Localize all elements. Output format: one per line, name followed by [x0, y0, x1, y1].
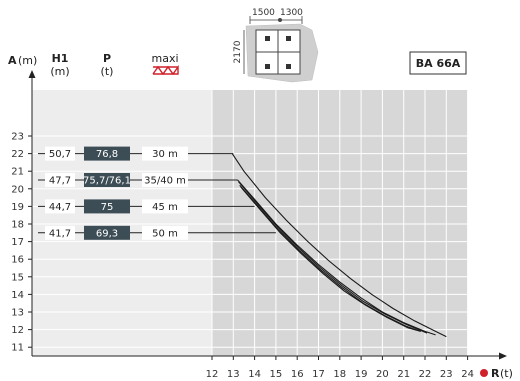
y-tick-19: 19 — [11, 202, 24, 213]
p-unit: (t) — [101, 65, 114, 78]
y-tick-21: 21 — [11, 167, 24, 178]
panel-left-background — [32, 90, 212, 356]
x-tick-13: 13 — [227, 369, 240, 380]
y-tick-15: 15 — [11, 272, 24, 283]
maxi-header: maxi — [151, 52, 178, 65]
x-tick-14: 14 — [248, 369, 261, 380]
p-value: 76,8 — [96, 149, 118, 160]
h1-box — [45, 199, 75, 214]
load-curve-2 — [237, 179, 436, 336]
dim-2170: 2170 — [233, 40, 243, 63]
h1-value: 44,7 — [49, 202, 71, 213]
h1-box — [45, 173, 75, 187]
y-tick-22: 22 — [11, 149, 24, 160]
x-tick-20: 20 — [376, 369, 389, 380]
p-box — [84, 199, 130, 214]
p-value: 75,7/76,1 — [83, 176, 131, 187]
x-tick-17: 17 — [312, 369, 325, 380]
maxi-jib-icon — [152, 64, 179, 76]
footprint-diagram: 1500 1300 2170 — [233, 8, 319, 83]
model-label: BA 66A — [416, 57, 461, 70]
x-tick-labels: 12 13 14 15 16 17 18 19 20 21 22 23 24 — [206, 356, 474, 380]
maxi-value: 35/40 m — [144, 176, 186, 187]
x-tick-24: 24 — [461, 369, 474, 380]
x-axis-unit: (t) — [500, 367, 513, 380]
p-header: P — [103, 52, 111, 65]
x-tick-23: 23 — [440, 369, 453, 380]
h1-unit: (m) — [50, 65, 69, 78]
x-tick-18: 18 — [333, 369, 346, 380]
maxi-value: 45 m — [152, 202, 178, 213]
y-tick-18: 18 — [11, 220, 24, 231]
x-tick-16: 16 — [291, 369, 304, 380]
red-dot-icon — [480, 369, 488, 377]
load-curve-1 — [231, 153, 447, 338]
p-value: 75 — [101, 202, 114, 213]
maxi-box — [142, 225, 188, 240]
a-axis-label: A — [8, 54, 17, 67]
x-tick-21: 21 — [397, 369, 410, 380]
y-tick-12: 12 — [11, 325, 24, 336]
x-tick-12: 12 — [206, 369, 219, 380]
y-tick-11: 11 — [11, 343, 24, 354]
h1-header: H1 — [52, 52, 69, 65]
x-axis-arrow — [499, 352, 507, 360]
p-value: 69,3 — [96, 228, 118, 239]
maxi-value: 50 m — [152, 228, 178, 239]
model-box — [409, 51, 467, 75]
maxi-box — [142, 199, 188, 214]
x-tick-19: 19 — [355, 369, 368, 380]
y-tick-labels: 11 12 13 14 15 16 17 18 19 20 21 22 23 — [11, 132, 32, 354]
maxi-box — [142, 146, 188, 161]
maxi-value: 30 m — [152, 149, 178, 160]
x-tick-15: 15 — [270, 369, 283, 380]
y-tick-17: 17 — [11, 237, 24, 248]
x-axis-label: R — [491, 367, 500, 380]
p-box — [84, 225, 130, 240]
load-curve-4 — [239, 184, 421, 332]
y-tick-13: 13 — [11, 308, 24, 319]
y-tick-16: 16 — [11, 255, 24, 266]
y-tick-23: 23 — [11, 132, 24, 143]
h1-box — [45, 146, 75, 161]
a-axis-unit: (m) — [18, 54, 37, 67]
x-tick-22: 22 — [419, 369, 432, 380]
maxi-box — [142, 173, 188, 187]
h1-box — [45, 225, 75, 240]
p-box — [84, 146, 130, 161]
row-table: 50,7 76,8 30 m 47,7 75,7/76,1 35/40 m 44,7 75 45… — [38, 146, 276, 240]
load-curves — [231, 153, 447, 338]
h1-value: 50,7 — [49, 149, 71, 160]
p-box — [84, 173, 130, 187]
y-tick-14: 14 — [11, 290, 24, 301]
dim-1500: 1500 — [252, 8, 275, 18]
y-axis-arrow — [28, 70, 36, 78]
load-curve-5 — [240, 186, 421, 332]
y-tick-20: 20 — [11, 184, 24, 195]
h1-value: 41,7 — [49, 228, 71, 239]
dim-1300: 1300 — [280, 8, 303, 18]
h1-value: 47,7 — [49, 176, 71, 187]
load-curve-3 — [238, 181, 428, 334]
